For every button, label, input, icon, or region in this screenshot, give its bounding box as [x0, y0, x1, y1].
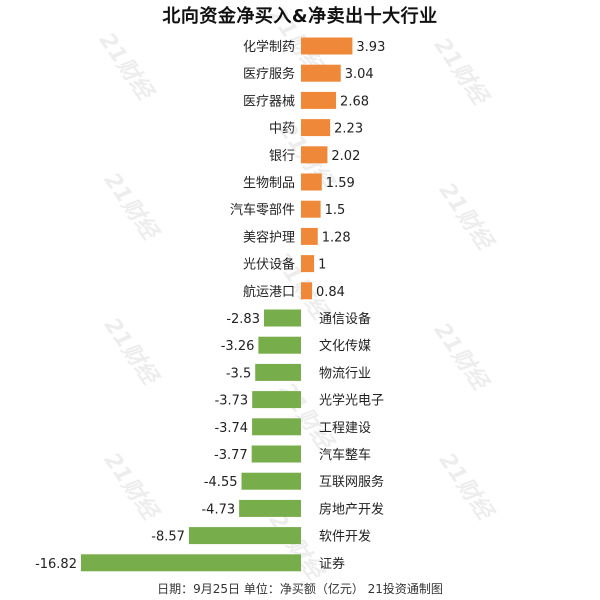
category-label: 医疗服务	[243, 66, 295, 82]
bar-5	[301, 146, 328, 164]
watermark-mark: 21财经	[429, 318, 495, 396]
bar-17	[241, 472, 301, 490]
bar-12	[258, 336, 301, 354]
category-label: 工程建设	[319, 421, 371, 436]
bar-4	[301, 119, 331, 137]
value-label: -3.26	[221, 339, 255, 354]
chart-footer: 日期：9月25日 单位：净买额（亿元） 21投资通制图	[157, 582, 443, 596]
category-label: 软件开发	[319, 529, 371, 545]
value-label: -16.82	[35, 557, 77, 572]
bar-20	[80, 554, 302, 572]
category-label: 文化传媒	[319, 339, 371, 354]
value-label: 2.68	[340, 94, 369, 109]
category-label: 汽车零部件	[230, 202, 295, 218]
value-label: -3.74	[214, 421, 248, 436]
category-label: 互联网服务	[319, 474, 384, 490]
category-label: 医疗器械	[243, 94, 295, 109]
bar-3	[301, 91, 337, 109]
watermark-mark: 21财经	[94, 28, 160, 106]
category-label: 生物制品	[243, 176, 295, 191]
bars-layer	[80, 37, 353, 572]
labels-layer: 化学制药 3.93 医疗服务 3.04 医疗器械 2.68 中药 2.23 银行 2.02 生物制品…	[35, 39, 385, 572]
category-label: 中药	[269, 122, 295, 137]
value-label: 1.59	[326, 176, 355, 191]
bar-15	[252, 418, 301, 436]
bar-14	[252, 391, 301, 409]
value-label: -3.73	[215, 394, 249, 409]
bar-19	[188, 527, 301, 545]
watermark-mark: 21财经	[434, 448, 500, 526]
category-label: 房地产开发	[319, 501, 384, 517]
value-label: 2.23	[334, 122, 363, 137]
bar-16	[251, 445, 301, 463]
chart-title: 北向资金净买入&净卖出十大行业	[162, 6, 438, 27]
watermark-mark: 21财经	[434, 178, 500, 256]
bar-6	[301, 173, 322, 191]
value-label: 2.02	[331, 149, 360, 164]
category-label: 光伏设备	[243, 257, 295, 273]
bar-10	[301, 282, 312, 300]
bar-11	[263, 309, 301, 327]
watermark-mark: 21财经	[274, 378, 340, 456]
value-label: 3.93	[356, 40, 385, 55]
value-label: -4.55	[204, 475, 238, 490]
category-label: 航运港口	[243, 284, 295, 300]
category-label: 银行	[269, 149, 295, 164]
category-label: 通信设备	[319, 311, 371, 327]
bar-2	[301, 64, 341, 82]
value-label: -3.77	[214, 448, 248, 463]
value-label: 0.84	[316, 285, 345, 300]
category-label: 光学光电子	[319, 393, 384, 409]
category-label: 物流行业	[319, 366, 371, 381]
value-label: -4.73	[201, 502, 235, 517]
category-label: 美容护理	[243, 229, 295, 245]
category-label: 证券	[319, 556, 345, 572]
watermark-mark: 21财经	[99, 313, 165, 391]
category-label: 汽车整车	[319, 447, 371, 463]
watermark-mark: 21财经	[99, 448, 165, 526]
watermark-mark: 21财经	[264, 508, 330, 586]
value-label: -2.83	[226, 312, 260, 327]
watermark-layer: 21财经 21财经 21财经 21财经 21财经 21财经 21财经 21财经 21财经 21财经…	[94, 3, 500, 586]
value-label: 1	[318, 258, 326, 273]
bar-13	[255, 363, 301, 381]
value-label: -8.57	[151, 530, 185, 545]
bar-1	[301, 37, 353, 55]
watermark-mark: 21财经	[429, 33, 495, 111]
value-label: 1.28	[322, 230, 351, 245]
bar-7	[301, 200, 321, 218]
category-label: 化学制药	[243, 39, 295, 55]
bar-18	[239, 499, 301, 517]
bar-9	[301, 255, 315, 273]
value-label: -3.5	[226, 366, 251, 381]
bar-8	[301, 227, 318, 245]
watermark-mark: 21财经	[99, 168, 165, 246]
value-label: 1.5	[325, 203, 346, 218]
value-label: 3.04	[345, 67, 374, 82]
